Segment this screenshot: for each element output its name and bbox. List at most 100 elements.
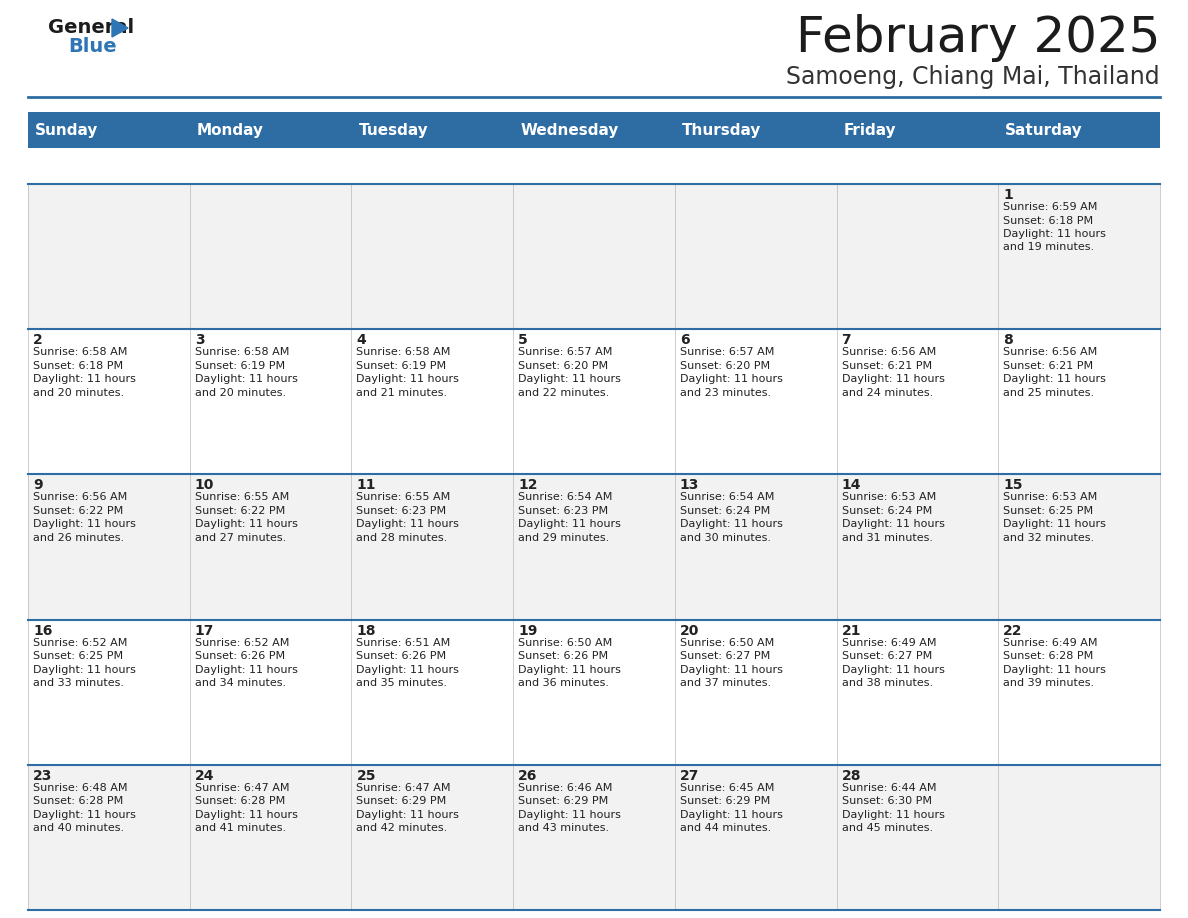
Bar bbox=[352, 475, 513, 620]
Text: 23: 23 bbox=[33, 768, 52, 783]
Text: Sunset: 6:26 PM: Sunset: 6:26 PM bbox=[518, 651, 608, 661]
Text: Sunset: 6:20 PM: Sunset: 6:20 PM bbox=[518, 361, 608, 371]
Text: Sunrise: 6:56 AM: Sunrise: 6:56 AM bbox=[33, 492, 127, 502]
Text: 4: 4 bbox=[356, 333, 366, 347]
Text: Sunset: 6:28 PM: Sunset: 6:28 PM bbox=[1004, 651, 1093, 661]
Text: Daylight: 11 hours: Daylight: 11 hours bbox=[1004, 229, 1106, 239]
Text: Daylight: 11 hours: Daylight: 11 hours bbox=[195, 810, 297, 820]
Text: 2: 2 bbox=[33, 333, 43, 347]
Text: Tuesday: Tuesday bbox=[359, 122, 428, 138]
Text: Sunset: 6:19 PM: Sunset: 6:19 PM bbox=[195, 361, 285, 371]
Text: Sunrise: 6:48 AM: Sunrise: 6:48 AM bbox=[33, 783, 127, 793]
Bar bbox=[352, 184, 513, 330]
Text: 21: 21 bbox=[841, 623, 861, 638]
Text: Sunset: 6:25 PM: Sunset: 6:25 PM bbox=[1004, 506, 1093, 516]
Text: Sunrise: 6:59 AM: Sunrise: 6:59 AM bbox=[1004, 202, 1098, 212]
Text: 17: 17 bbox=[195, 623, 214, 638]
Text: General: General bbox=[48, 18, 134, 37]
Text: and 45 minutes.: and 45 minutes. bbox=[841, 823, 933, 834]
Text: Daylight: 11 hours: Daylight: 11 hours bbox=[841, 665, 944, 675]
Bar bbox=[190, 330, 352, 475]
Text: Sunrise: 6:57 AM: Sunrise: 6:57 AM bbox=[518, 347, 613, 357]
Bar bbox=[513, 330, 675, 475]
Text: and 28 minutes.: and 28 minutes. bbox=[356, 533, 448, 543]
Text: Sunrise: 6:58 AM: Sunrise: 6:58 AM bbox=[33, 347, 127, 357]
Text: Daylight: 11 hours: Daylight: 11 hours bbox=[1004, 520, 1106, 530]
Text: and 33 minutes.: and 33 minutes. bbox=[33, 678, 124, 688]
Text: February 2025: February 2025 bbox=[796, 14, 1159, 62]
Text: Daylight: 11 hours: Daylight: 11 hours bbox=[33, 520, 135, 530]
Text: Daylight: 11 hours: Daylight: 11 hours bbox=[841, 810, 944, 820]
Bar bbox=[352, 330, 513, 475]
Text: Sunrise: 6:56 AM: Sunrise: 6:56 AM bbox=[1004, 347, 1098, 357]
Text: 3: 3 bbox=[195, 333, 204, 347]
Bar bbox=[190, 184, 352, 330]
Text: and 21 minutes.: and 21 minutes. bbox=[356, 387, 448, 397]
Text: Daylight: 11 hours: Daylight: 11 hours bbox=[518, 520, 621, 530]
Text: Sunrise: 6:58 AM: Sunrise: 6:58 AM bbox=[356, 347, 450, 357]
Text: 8: 8 bbox=[1004, 333, 1013, 347]
Text: 14: 14 bbox=[841, 478, 861, 492]
Text: Daylight: 11 hours: Daylight: 11 hours bbox=[680, 520, 783, 530]
Bar bbox=[190, 620, 352, 765]
Text: Sunset: 6:30 PM: Sunset: 6:30 PM bbox=[841, 796, 931, 806]
Text: Sunrise: 6:55 AM: Sunrise: 6:55 AM bbox=[195, 492, 289, 502]
Text: Sunset: 6:23 PM: Sunset: 6:23 PM bbox=[518, 506, 608, 516]
Text: 9: 9 bbox=[33, 478, 43, 492]
Bar bbox=[29, 475, 190, 620]
Text: Sunset: 6:19 PM: Sunset: 6:19 PM bbox=[356, 361, 447, 371]
Text: 1: 1 bbox=[1004, 188, 1013, 202]
Text: 25: 25 bbox=[356, 768, 375, 783]
Text: and 26 minutes.: and 26 minutes. bbox=[33, 533, 124, 543]
Text: 10: 10 bbox=[195, 478, 214, 492]
Bar bbox=[675, 184, 836, 330]
Bar bbox=[513, 765, 675, 910]
Text: 12: 12 bbox=[518, 478, 538, 492]
Text: Daylight: 11 hours: Daylight: 11 hours bbox=[518, 665, 621, 675]
Text: Sunset: 6:22 PM: Sunset: 6:22 PM bbox=[195, 506, 285, 516]
Text: Daylight: 11 hours: Daylight: 11 hours bbox=[33, 665, 135, 675]
Bar bbox=[836, 184, 998, 330]
Text: Sunset: 6:27 PM: Sunset: 6:27 PM bbox=[680, 651, 770, 661]
Text: Sunrise: 6:52 AM: Sunrise: 6:52 AM bbox=[195, 638, 289, 647]
Text: and 20 minutes.: and 20 minutes. bbox=[195, 387, 286, 397]
Text: 20: 20 bbox=[680, 623, 700, 638]
Text: Sunrise: 6:58 AM: Sunrise: 6:58 AM bbox=[195, 347, 289, 357]
Text: Thursday: Thursday bbox=[682, 122, 762, 138]
Text: Sunset: 6:23 PM: Sunset: 6:23 PM bbox=[356, 506, 447, 516]
Bar bbox=[998, 620, 1159, 765]
Text: Friday: Friday bbox=[843, 122, 896, 138]
Text: Daylight: 11 hours: Daylight: 11 hours bbox=[1004, 665, 1106, 675]
Bar bbox=[998, 112, 1159, 148]
Text: 6: 6 bbox=[680, 333, 689, 347]
Text: 13: 13 bbox=[680, 478, 700, 492]
Bar bbox=[190, 112, 352, 148]
Text: Daylight: 11 hours: Daylight: 11 hours bbox=[356, 810, 460, 820]
Bar bbox=[998, 184, 1159, 330]
Text: 27: 27 bbox=[680, 768, 700, 783]
Text: Daylight: 11 hours: Daylight: 11 hours bbox=[33, 375, 135, 385]
Text: Daylight: 11 hours: Daylight: 11 hours bbox=[356, 520, 460, 530]
Text: Sunrise: 6:47 AM: Sunrise: 6:47 AM bbox=[195, 783, 289, 793]
Bar bbox=[675, 620, 836, 765]
Text: and 43 minutes.: and 43 minutes. bbox=[518, 823, 609, 834]
Text: Daylight: 11 hours: Daylight: 11 hours bbox=[1004, 375, 1106, 385]
Bar bbox=[190, 475, 352, 620]
Text: Daylight: 11 hours: Daylight: 11 hours bbox=[356, 375, 460, 385]
Bar bbox=[836, 330, 998, 475]
Bar bbox=[352, 765, 513, 910]
Bar bbox=[675, 765, 836, 910]
Text: and 19 minutes.: and 19 minutes. bbox=[1004, 242, 1094, 252]
Text: Sunset: 6:27 PM: Sunset: 6:27 PM bbox=[841, 651, 931, 661]
Bar bbox=[352, 112, 513, 148]
Text: Sunrise: 6:49 AM: Sunrise: 6:49 AM bbox=[841, 638, 936, 647]
Text: Sunset: 6:29 PM: Sunset: 6:29 PM bbox=[518, 796, 608, 806]
Text: Sunrise: 6:50 AM: Sunrise: 6:50 AM bbox=[518, 638, 612, 647]
Text: and 40 minutes.: and 40 minutes. bbox=[33, 823, 124, 834]
Text: Samoeng, Chiang Mai, Thailand: Samoeng, Chiang Mai, Thailand bbox=[786, 65, 1159, 89]
Text: Daylight: 11 hours: Daylight: 11 hours bbox=[195, 520, 297, 530]
Text: Sunset: 6:18 PM: Sunset: 6:18 PM bbox=[1004, 216, 1093, 226]
Text: Sunset: 6:21 PM: Sunset: 6:21 PM bbox=[1004, 361, 1093, 371]
Text: Sunrise: 6:44 AM: Sunrise: 6:44 AM bbox=[841, 783, 936, 793]
Text: Sunrise: 6:46 AM: Sunrise: 6:46 AM bbox=[518, 783, 613, 793]
